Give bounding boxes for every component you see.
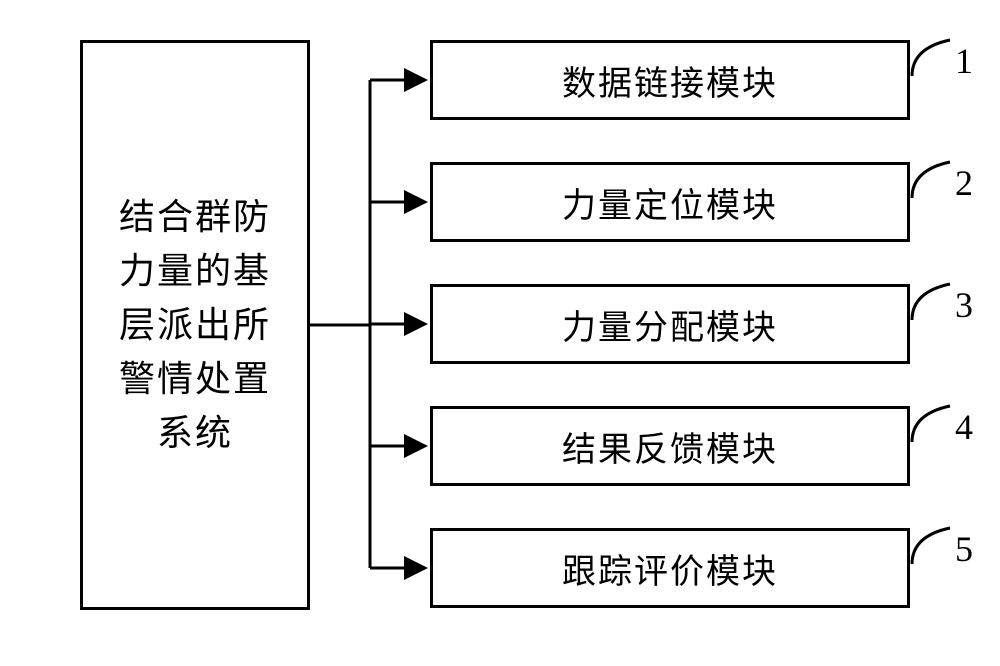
module-number: 4: [955, 406, 973, 448]
leader-curve-icon: [910, 394, 960, 444]
module-box-4: 结果反馈模块: [430, 406, 910, 486]
source-box: 结合群防力量的基层派出所警情处置系统: [80, 40, 310, 610]
module-box-2: 力量定位模块: [430, 162, 910, 242]
module-label: 数据链接模块: [562, 56, 778, 105]
module-box-5: 跟踪评价模块: [430, 528, 910, 608]
module-label: 力量分配模块: [562, 300, 778, 349]
module-number: 3: [955, 284, 973, 326]
module-label: 力量定位模块: [562, 178, 778, 227]
module-number: 1: [955, 40, 973, 82]
leader-curve-icon: [910, 28, 960, 78]
leader-curve-icon: [910, 272, 960, 322]
leader-curve-icon: [910, 150, 960, 200]
module-number: 2: [955, 162, 973, 204]
module-box-1: 数据链接模块: [430, 40, 910, 120]
module-label: 结果反馈模块: [562, 422, 778, 471]
module-box-3: 力量分配模块: [430, 284, 910, 364]
diagram-container: 结合群防力量的基层派出所警情处置系统 数据链接模块 力量定位模块 力量分配模块 …: [80, 40, 920, 630]
arrow-connectors: [310, 40, 430, 610]
module-number: 5: [955, 528, 973, 570]
source-label: 结合群防力量的基层派出所警情处置系统: [103, 190, 287, 460]
leader-curve-icon: [910, 516, 960, 566]
module-label: 跟踪评价模块: [562, 544, 778, 593]
